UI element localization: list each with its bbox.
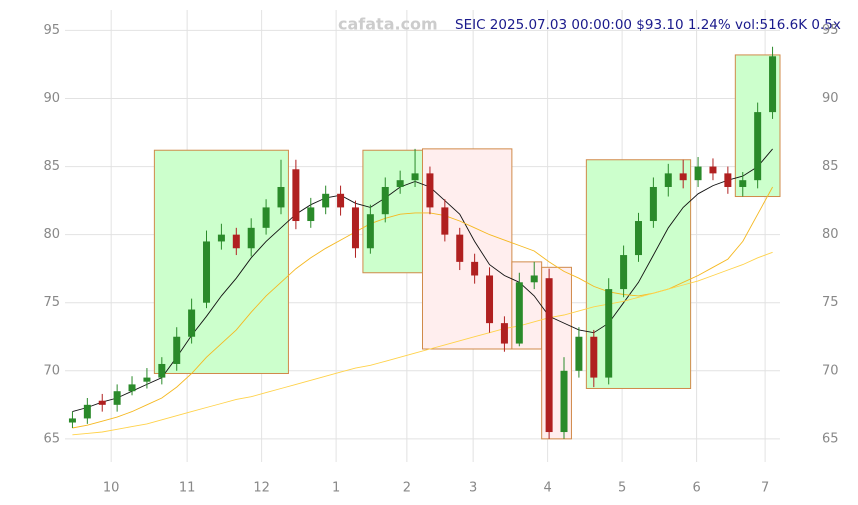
y-tick-label-right: 70 [822, 363, 839, 378]
y-tick-label-right: 80 [822, 227, 839, 242]
candle-body [664, 173, 672, 187]
y-tick-label: 90 [43, 91, 60, 106]
candle-body [396, 180, 404, 187]
candle-body [515, 282, 523, 344]
x-tick-label: 2 [403, 481, 411, 496]
x-tick-label: 6 [692, 481, 700, 496]
candle-body [456, 234, 464, 262]
candle-body [188, 309, 196, 337]
candle-body [113, 391, 121, 405]
candle-body [724, 173, 732, 187]
y-tick-label: 80 [43, 227, 60, 242]
underlay [65, 10, 781, 462]
candle-body [173, 336, 181, 364]
candle-body [471, 261, 479, 276]
candle-body [590, 336, 598, 378]
candle-body [769, 56, 777, 113]
candle-body [545, 278, 553, 433]
x-tick-label: 1 [332, 481, 340, 496]
y-tick-label: 95 [43, 23, 60, 38]
y-tick-label-right: 90 [822, 91, 839, 106]
candle-body [486, 275, 494, 324]
candle-body [754, 112, 762, 181]
chart-title: SEIC 2025.07.03 00:00:00 $93.10 1.24% vo… [455, 17, 841, 33]
candle-body [83, 404, 91, 419]
x-tick-label: 10 [103, 481, 120, 496]
y-tick-label-right: 75 [822, 295, 839, 310]
candle-body [694, 166, 702, 181]
candle-body [128, 384, 136, 392]
candle-body [500, 323, 508, 344]
candle-body [158, 363, 166, 378]
candle-body [560, 370, 568, 433]
x-tick-label: 4 [543, 481, 551, 496]
candle-body [679, 173, 687, 181]
y-tick-label: 75 [43, 295, 60, 310]
candle-body [441, 207, 449, 235]
candle-body [277, 186, 285, 208]
moving-average [72, 148, 773, 413]
y-tick-label: 65 [43, 431, 60, 446]
zone [422, 148, 513, 350]
candle-body [68, 418, 76, 423]
candle-body [575, 336, 583, 371]
candle-body [203, 241, 211, 303]
candle-body [292, 169, 300, 222]
candle-body [381, 186, 389, 215]
candle-body [649, 186, 657, 222]
candle-body [411, 173, 419, 181]
zone [362, 149, 423, 274]
x-tick-label: 11 [179, 481, 196, 496]
candle-body [530, 275, 538, 283]
candle-body [351, 207, 359, 249]
candle-body [739, 180, 747, 187]
candle-body [337, 193, 345, 208]
candle-body [262, 207, 270, 228]
x-tick-label: 7 [761, 481, 769, 496]
candle-body [232, 234, 240, 249]
candle-body [143, 377, 151, 382]
candle-body [709, 166, 717, 174]
candle-body [247, 227, 255, 249]
y-tick-label-right: 85 [822, 159, 839, 174]
moving-average [72, 251, 773, 436]
zone [585, 159, 692, 389]
candle-body [366, 214, 374, 249]
y-tick-label: 85 [43, 159, 60, 174]
y-tick-label-right: 95 [822, 23, 839, 38]
candle-body [307, 207, 315, 222]
x-tick-label: 12 [253, 481, 270, 496]
candle-body [217, 234, 225, 242]
y-tick-label-right: 65 [822, 431, 839, 446]
x-tick-label: 3 [469, 481, 477, 496]
candle-body [426, 173, 434, 208]
candle-body [634, 221, 642, 256]
candle-body [620, 255, 628, 290]
x-tick-label: 5 [618, 481, 626, 496]
candle-body [605, 289, 613, 378]
y-tick-label: 70 [43, 363, 60, 378]
candle-body [98, 400, 106, 405]
watermark: cafata.com [338, 15, 438, 34]
candle-body [322, 193, 330, 208]
